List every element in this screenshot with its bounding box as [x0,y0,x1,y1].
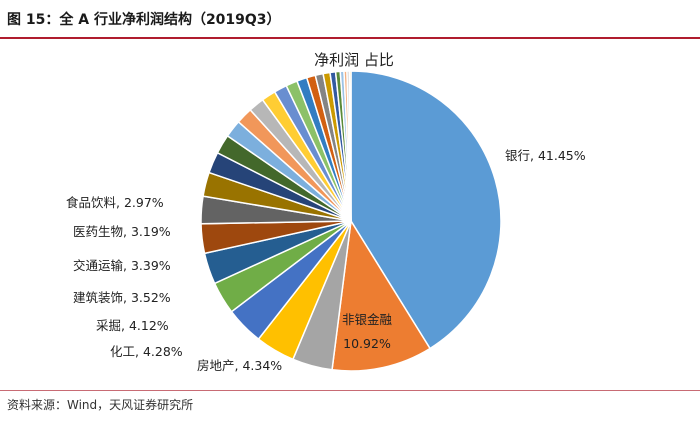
pie-slices [200,70,502,372]
data-label: 建筑装饰, 3.52% [73,290,171,305]
data-label: 化工, 4.28% [110,344,183,359]
figure-title: 图 15：全 A 行业净利润结构（2019Q3） [7,12,281,28]
slice-27 [348,70,352,222]
data-label: 非银金融 10.92% [342,312,393,351]
data-labels: 银行, 41.45% 非银金融 10.92% 房地产, 4.34% 化工, 4.28% 采… [66,148,586,373]
header-rule [0,37,700,39]
pie-chart: 净利润 占比 银行, 41.45% 非银金融 10.92% 房地产, 4.34% 化工,… [66,51,586,373]
slice-非银金融 [331,218,432,372]
data-label: 交通运输, 3.39% [73,258,171,273]
slice-银行 [350,70,502,350]
data-label: 房地产, 4.34% [197,358,282,373]
data-label: 医药生物, 3.19% [73,224,171,239]
data-label: 银行, 41.45% [505,148,586,163]
data-label: 食品饮料, 2.97% [66,195,164,210]
figure-header: 图 15：全 A 行业净利润结构（2019Q3） [0,0,700,39]
data-label: 采掘, 4.12% [96,318,169,333]
source-note: 资料来源：Wind，天风证券研究所 [7,398,194,412]
chart-title: 净利润 占比 [314,51,394,69]
footer-rule [0,390,700,391]
